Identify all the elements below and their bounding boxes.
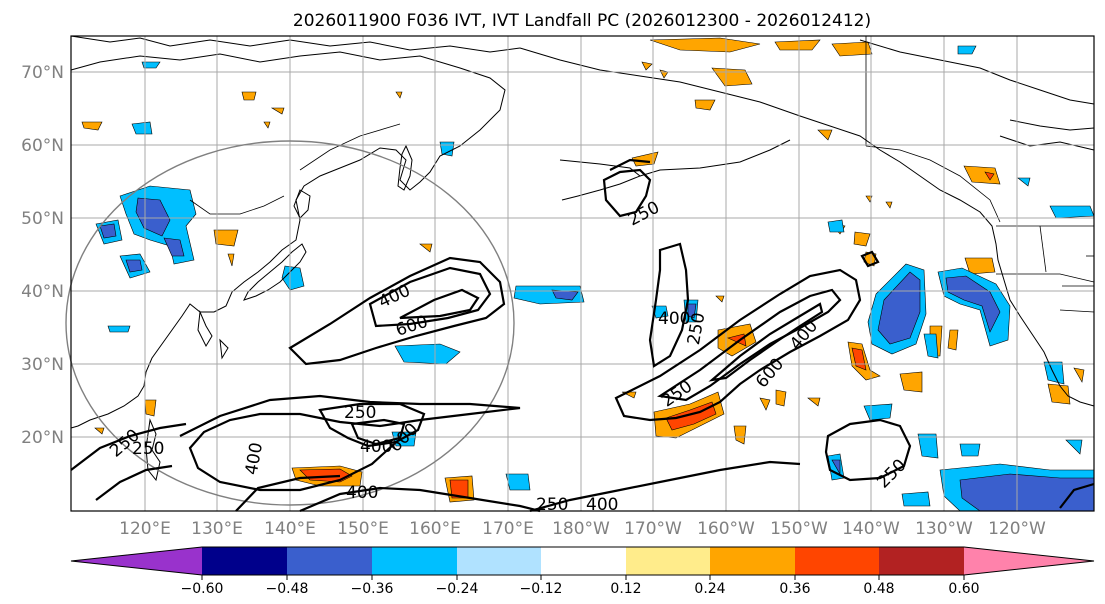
- colorbar-tick: 0.48: [863, 581, 894, 597]
- lon-label: 150°E: [337, 519, 389, 539]
- colorbar-tick: 0.12: [610, 581, 641, 597]
- colorbar-segment: [710, 547, 795, 575]
- colorbar-segment: [879, 547, 964, 575]
- lat-label: 60°N: [21, 136, 64, 156]
- colorbar-segment: [795, 547, 879, 575]
- colorbar-segment: [626, 547, 710, 575]
- contour-label: 250: [344, 403, 376, 423]
- colorbar-segment: [457, 547, 541, 575]
- lon-label: 160°W: [697, 519, 755, 539]
- range-ring: [65, 140, 515, 506]
- longitude-labels: 120°E 130°E 140°E 150°E 160°E 170°E 180°…: [119, 519, 1046, 539]
- lon-label: 120°E: [119, 519, 171, 539]
- colorbar-tick: 0.60: [948, 581, 979, 597]
- lon-label: 130°W: [915, 519, 973, 539]
- latitude-labels: 70°N 60°N 50°N 40°N 30°N 20°N: [21, 63, 64, 448]
- colorbar-tick: −0.12: [520, 581, 563, 597]
- lon-label: 130°E: [191, 519, 243, 539]
- lat-label: 40°N: [21, 282, 64, 302]
- lat-label: 20°N: [21, 428, 64, 448]
- graticule: [71, 36, 1094, 511]
- lon-label: 140°W: [842, 519, 900, 539]
- colorbar: −0.60 −0.48 −0.36 −0.24 −0.12 0.12 0.24 …: [70, 546, 1095, 597]
- contour-label: 400: [658, 309, 690, 329]
- contour-label: 400: [586, 495, 618, 515]
- lon-label: 160°E: [409, 519, 461, 539]
- contour-label: 400: [360, 437, 392, 457]
- lat-label: 30°N: [21, 355, 64, 375]
- colorbar-tick: 0.24: [694, 581, 725, 597]
- lon-label: 140°E: [264, 519, 316, 539]
- lon-label: 170°W: [624, 519, 682, 539]
- lat-label: 70°N: [21, 63, 64, 83]
- colorbar-tick: 0.36: [779, 581, 810, 597]
- contour-label: 250: [132, 439, 164, 459]
- colorbar-segment: [287, 547, 372, 575]
- map-frame: [70, 35, 1095, 512]
- map-panel: 250 400 600 400 250 400 600 250 250 400 …: [65, 35, 1095, 515]
- colorbar-tick: −0.36: [351, 581, 394, 597]
- colorbar-tick: −0.24: [436, 581, 479, 597]
- lat-label: 50°N: [21, 209, 64, 229]
- lon-label: 170°E: [482, 519, 534, 539]
- lon-label: 180°W: [552, 519, 610, 539]
- colorbar-segment: [541, 547, 626, 575]
- contour-label: 400: [346, 483, 378, 503]
- colorbar-segment: [202, 547, 287, 575]
- lon-label: 150°W: [770, 519, 828, 539]
- colorbar-segment: [372, 547, 457, 575]
- coastlines: [70, 35, 1095, 482]
- map-title: 2026011900 F036 IVT, IVT Landfall PC (20…: [293, 11, 871, 31]
- colorbar-extend-low: [71, 547, 202, 575]
- contour-label: 250: [536, 495, 568, 515]
- ivt-contours: [70, 158, 1095, 513]
- lon-label: 120°W: [988, 519, 1046, 539]
- colorbar-extend-high: [964, 547, 1094, 575]
- colorbar-tick: −0.60: [181, 581, 224, 597]
- colorbar-tick: −0.48: [266, 581, 309, 597]
